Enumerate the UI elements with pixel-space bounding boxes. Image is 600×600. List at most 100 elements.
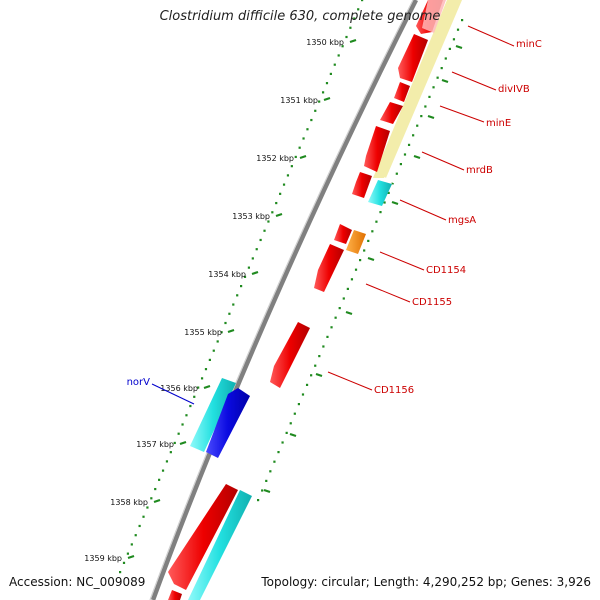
inner-tick-dot (428, 95, 431, 98)
inner-tick-dot (444, 57, 447, 60)
outer-tick-dot (122, 561, 126, 564)
kbp-label: 1357 kbp (136, 440, 174, 449)
gene-minC[interactable] (398, 34, 428, 82)
gene-CD1154-red[interactable] (334, 224, 352, 244)
gene-CD1156[interactable] (270, 322, 310, 388)
inner-dash-mark (315, 372, 323, 378)
outer-tick-dot (130, 543, 133, 546)
outer-tick-dot (259, 238, 262, 242)
gene-label[interactable]: mgsA (448, 215, 476, 226)
outer-tick-dot (306, 128, 309, 131)
kbp-tick-mark (179, 440, 187, 446)
inner-tick-dot (261, 489, 264, 492)
inner-tick-dot (379, 211, 382, 214)
outer-tick-dot (294, 155, 297, 159)
outer-tick-dot (189, 404, 192, 408)
gene-minE[interactable] (380, 102, 403, 124)
kbp-tick-mark (203, 384, 211, 390)
kbp-scale: 1350 kbp 1351 kbp 1352 kbp 1353 kbp 1354 kbp… (84, 38, 463, 563)
inner-tick-dot (330, 326, 333, 329)
inner-tick-dot (265, 479, 268, 482)
gene-mgsA-red[interactable] (352, 172, 372, 198)
gene-divIVB[interactable] (394, 82, 410, 102)
inner-tick-dot (424, 105, 427, 108)
outer-tick-dot (158, 478, 161, 481)
outer-tick-dot (271, 211, 274, 214)
outer-tick-dot (232, 303, 235, 306)
outer-tick-dot (185, 414, 188, 417)
leader-line (379, 251, 425, 271)
outer-tick-dot (208, 358, 211, 362)
outer-tick-dot (267, 220, 270, 223)
outer-tick-dot (353, 17, 356, 20)
inner-tick-dot (318, 355, 321, 358)
outer-tick-dot (181, 423, 184, 426)
gene-label[interactable]: CD1156 (374, 385, 414, 396)
outer-tick-dot (279, 192, 282, 195)
gene-label[interactable]: divIVB (498, 84, 530, 95)
outer-tick-dot (251, 257, 254, 260)
outer-tick-dot (302, 137, 305, 140)
gene-red-bottom[interactable] (168, 484, 238, 590)
kbp-label: 1356 kbp (160, 384, 198, 393)
inner-dash-mark (263, 488, 271, 494)
gene-norV-cyan[interactable] (190, 378, 236, 452)
genome-backbone (150, 0, 419, 600)
kbp-label: 1358 kbp (110, 498, 148, 507)
gene-label[interactable]: mrdB (466, 165, 493, 176)
inner-dash-mark (391, 200, 399, 206)
inner-tick-dot (387, 191, 390, 194)
kbp-tick-mark (153, 498, 161, 504)
gene-mrdB[interactable] (364, 126, 390, 172)
inner-tick-dot (269, 470, 272, 473)
outer-tick-dot (197, 386, 200, 389)
gene-cyan-bottom[interactable] (188, 490, 252, 600)
gene-label[interactable]: norV (127, 377, 151, 388)
inner-tick-dot (310, 374, 313, 377)
kbp-tick-mark (323, 96, 331, 102)
gene-CD1155[interactable] (314, 244, 344, 292)
genes (168, 0, 446, 600)
inner-tick-dot (383, 201, 386, 204)
gene-label[interactable]: CD1154 (426, 265, 466, 276)
inner-tick-dot (432, 86, 435, 89)
outer-tick-dot (298, 146, 301, 149)
inner-tick-dot (326, 335, 329, 338)
gene-label[interactable]: CD1155 (412, 297, 452, 308)
outer-tick-dot (341, 45, 344, 48)
leader-line (365, 283, 411, 303)
inner-tick-dot (342, 297, 345, 300)
gene-mgsA[interactable] (368, 180, 392, 206)
inner-tick-dot (346, 287, 349, 290)
inner-tick-dot (281, 441, 284, 444)
gene-label[interactable]: minC (516, 39, 542, 50)
feature-band-yellow (373, 0, 462, 178)
inner-tick-dot (440, 67, 443, 70)
gene-red-edge[interactable] (168, 590, 182, 600)
outer-tick-dot (321, 91, 325, 94)
leader-line (399, 199, 447, 221)
gene-label[interactable]: minE (486, 118, 511, 129)
gene-label-layer: minC divIVB minE mrdB mgsA CD1154 CD1155 CD1156… (127, 25, 542, 405)
kbp-tick-mark (275, 212, 283, 218)
gene-pink-top[interactable] (422, 0, 446, 33)
inner-tick-dot (367, 239, 370, 242)
inner-dash-mark (455, 44, 463, 50)
outer-tick-dot (146, 506, 149, 509)
inner-tick-dot (314, 364, 317, 367)
outer-tick-dot (240, 285, 243, 288)
genome-backbone-highlight (149, 0, 414, 600)
inner-dash-mark (345, 310, 353, 316)
inner-tick-dot (350, 278, 354, 281)
outer-tick-dot (126, 552, 130, 555)
inner-tick-dot (461, 19, 464, 22)
inner-tick-dot (407, 143, 411, 146)
gene-CD1154[interactable] (346, 230, 366, 254)
inner-tick-dot (297, 403, 300, 406)
inner-tick-dot (448, 47, 451, 50)
inner-tick-dot (257, 499, 260, 502)
outer-tick-dot (236, 294, 239, 297)
gene-norV[interactable] (206, 388, 250, 458)
outer-tick-dot (216, 340, 219, 343)
